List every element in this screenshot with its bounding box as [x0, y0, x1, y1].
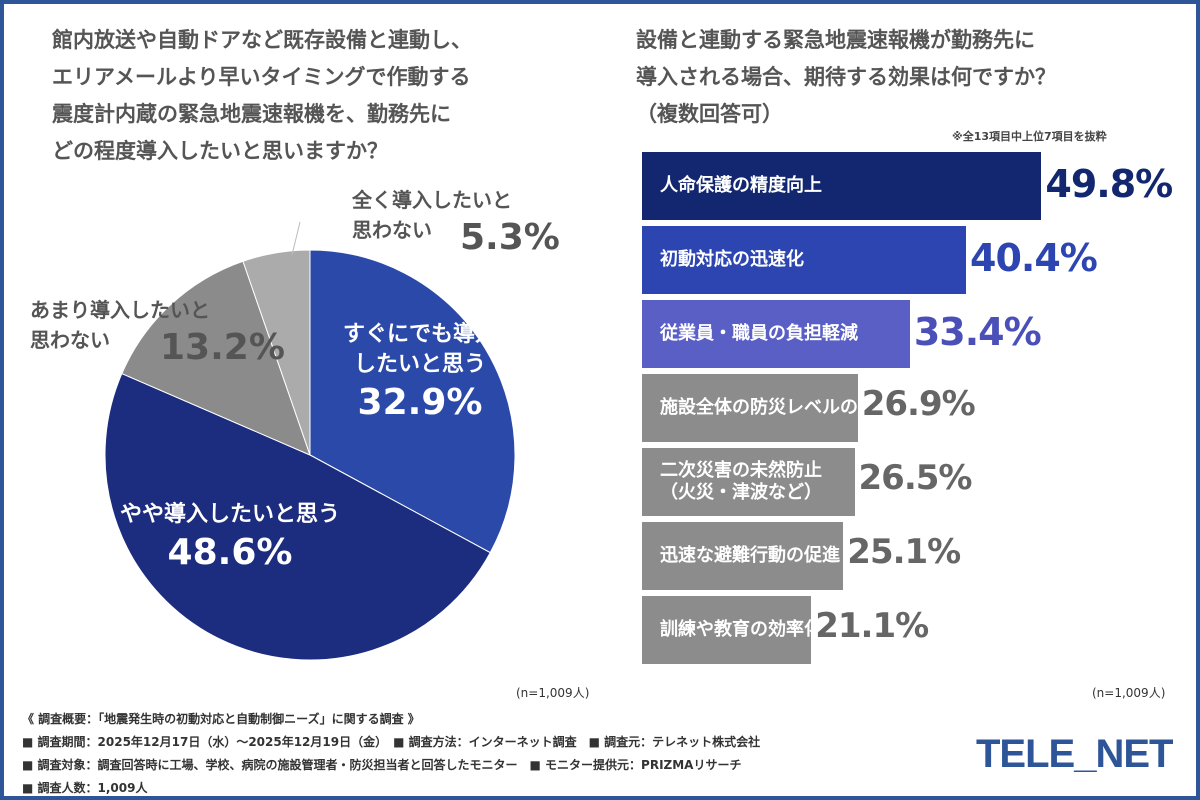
pie-label-text: すぐにでも導入 したいと思う: [342, 322, 497, 377]
pie-value: 32.9%: [357, 382, 483, 423]
pie-label-text: あまり導入したいと 思わない: [30, 298, 210, 352]
bar-value: 26.9%: [861, 384, 976, 424]
footer-line: ■ 調査人数：1,009人: [22, 781, 148, 795]
bar: 迅速な避難行動の促進: [642, 522, 844, 590]
bar-note: ※全13項目中上位7項目を抜粋: [952, 130, 1107, 143]
bar-value: 21.1%: [815, 606, 929, 646]
pie-value: 48.6%: [167, 532, 293, 573]
pie-value: 5.3%: [460, 217, 560, 258]
pie-slice-label: あまり導入したいと 思わない 13.2%: [30, 295, 285, 371]
bar-label: 初動対応の迅速化: [660, 249, 804, 270]
telenet-logo: TELE_NET: [976, 732, 1173, 776]
bar: 二次災害の未然防止 （火災・津波など）: [642, 448, 855, 516]
bar-label: 訓練や教育の効率化: [660, 619, 822, 640]
bar-sample-size: (n=1,009人): [1092, 686, 1166, 700]
bar-value: 40.4%: [970, 236, 1098, 280]
pie-question-title: 館内放送や自動ドアなど既存設備と連動し、 エリアメールより早いタイミングで作動す…: [52, 28, 472, 163]
footer-line: ■ 調査期間：2025年12月17日（水）～2025年12月19日（金） ■ 調…: [22, 735, 761, 749]
bar: 訓練や教育の効率化: [642, 596, 822, 664]
pie-slice: [104, 372, 491, 661]
bar-label: 迅速な避難行動の促進: [660, 545, 840, 566]
bar-label: 施設全体の防災レベルの向上: [660, 397, 894, 418]
pie-slice-label: 全く導入したいと 思わない 5.3%: [352, 185, 560, 261]
survey-summary: 《 調査概要：「地震発生時の初動対応と自動制御ニーズ」に関する調査 》 ■ 調査…: [22, 708, 760, 800]
bar: 初動対応の迅速化: [642, 226, 966, 294]
bar-label: 従業員・職員の負担軽減: [660, 323, 858, 344]
bar: 施設全体の防災レベルの向上: [642, 374, 894, 442]
pie-slice: [242, 249, 311, 456]
footer-line: 《 調査概要：「地震発生時の初動対応と自動制御ニーズ」に関する調査 》: [22, 712, 420, 726]
leader-line: [291, 221, 301, 256]
bar: 人命保護の精度向上: [642, 152, 1042, 220]
pie-slice: [309, 249, 516, 554]
bar-label: 二次災害の未然防止 （火災・津波など）: [660, 460, 822, 503]
bar-value: 25.1%: [847, 532, 961, 572]
pie-label-text: 全く導入したいと 思わない: [352, 188, 512, 242]
footer-line: ■ 調査対象：調査回答時に工場、学校、病院の施設管理者・防災担当者と回答したモニ…: [22, 758, 742, 772]
pie-slice-label: やや導入したいと思う 48.6%: [100, 500, 360, 576]
bar-question-title: 設備と連動する緊急地震速報機が勤務先に 導入される場合、期待する効果は何ですか？…: [636, 28, 1056, 126]
pie-slice: [121, 260, 311, 456]
bar-value: 33.4%: [913, 310, 1042, 354]
bar: 従業員・職員の負担軽減: [642, 300, 910, 368]
bar-value: 26.5%: [858, 458, 973, 498]
bar-value: 49.8%: [1045, 162, 1173, 206]
pie-label-text: やや導入したいと思う: [119, 502, 340, 527]
bar-label: 人命保護の精度向上: [660, 175, 822, 196]
pie-sample-size: (n=1,009人): [516, 686, 590, 700]
pie-slice-label: すぐにでも導入 したいと思う 32.9%: [290, 320, 550, 426]
pie-value: 13.2%: [160, 327, 285, 368]
